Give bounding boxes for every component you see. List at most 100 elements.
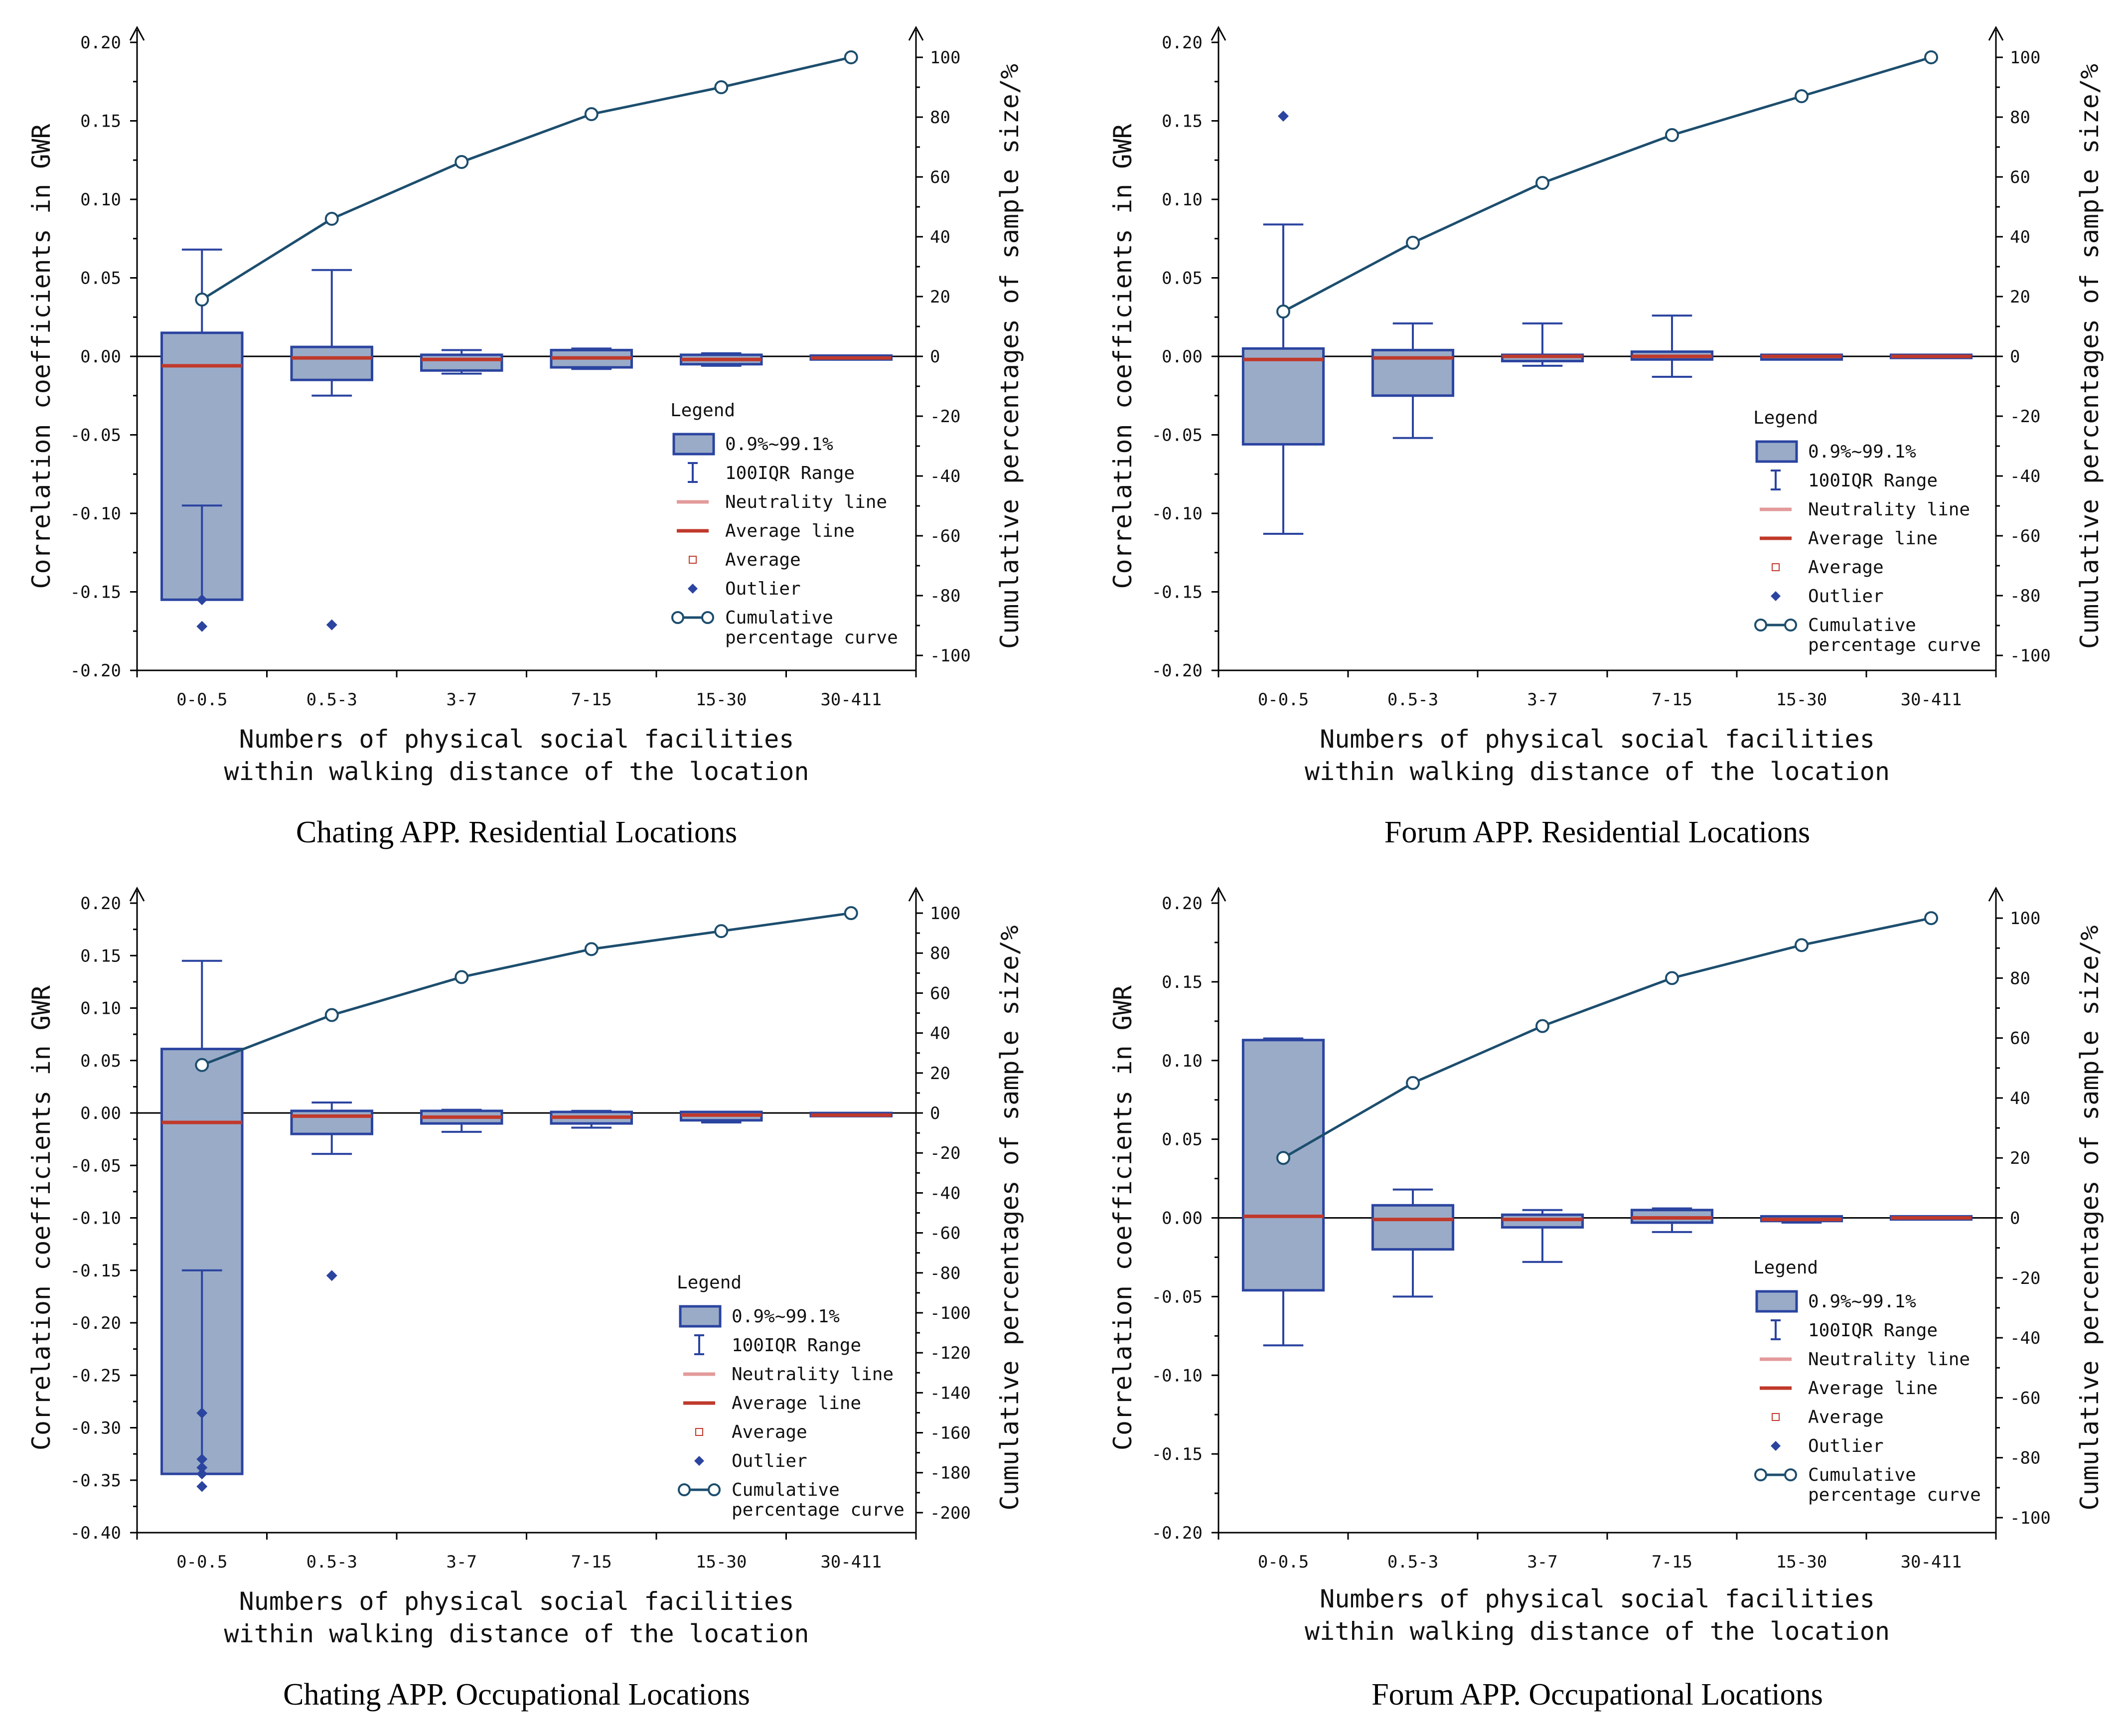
legend-outlier-swatch xyxy=(1771,591,1781,601)
y-tick-label: -0.35 xyxy=(70,1471,121,1491)
box xyxy=(420,353,503,372)
y-axis-arrow xyxy=(1211,25,1226,41)
box-group xyxy=(1501,1209,1584,1263)
x-axis-title-line2: within walking distance of the location xyxy=(1305,1617,1890,1646)
y-tick-label: -0.20 xyxy=(70,1313,121,1333)
legend-outlier-swatch xyxy=(1771,1441,1781,1451)
outlier-point xyxy=(196,1408,208,1419)
x-tick-label: 30-411 xyxy=(1901,1552,1962,1572)
panel-title: Chating APP. Residential Locations xyxy=(296,815,737,849)
y2-tick-label: 100 xyxy=(2010,909,2040,929)
y2-tick-label: 80 xyxy=(930,944,950,963)
legend-label: percentage curve xyxy=(1808,1485,1981,1505)
panel-1: -0.20 -0.15 -0.10 -0.05 0.00 0.05 0.10 0.15 0.20… xyxy=(27,25,1024,849)
cumulative-curve xyxy=(1282,56,1932,313)
box-group xyxy=(160,959,244,1492)
y-tick-label: 0.00 xyxy=(1162,347,1203,367)
y-tick-label: -0.15 xyxy=(70,1261,121,1281)
legend-label: 100IQR Range xyxy=(1808,1320,1938,1341)
y-tick-label: 0.00 xyxy=(1162,1209,1203,1229)
y2-axis-arrow xyxy=(1988,25,2004,41)
y-tick-label: -0.10 xyxy=(70,1209,121,1229)
y2-tick-label: 80 xyxy=(2010,108,2030,128)
x-tick-label: 0-0.5 xyxy=(1258,690,1309,710)
y2-tick-label: 60 xyxy=(930,983,950,1003)
y-tick-label: -0.20 xyxy=(1152,1523,1203,1543)
y2-tick-label: -40 xyxy=(2010,467,2040,486)
y-tick-label: 0.00 xyxy=(80,1104,121,1123)
legend-label: 100IQR Range xyxy=(732,1335,861,1356)
x-tick-label: 0-0.5 xyxy=(1258,1552,1309,1572)
x-tick-label: 7-15 xyxy=(571,690,612,710)
y-axis-arrow xyxy=(129,886,145,902)
y-tick-label: 0.15 xyxy=(1162,112,1203,132)
y2-tick-label: 40 xyxy=(2010,1089,2030,1108)
y-tick-label: 0.20 xyxy=(1162,33,1203,53)
x-tick-label: 3-7 xyxy=(447,1552,477,1572)
outlier-point xyxy=(196,1453,208,1465)
legend-curve-marker xyxy=(701,611,714,624)
cumulative-point xyxy=(195,1058,209,1072)
x-tick-label: 0.5-3 xyxy=(1387,690,1438,710)
y2-tick-label: -40 xyxy=(930,1183,960,1203)
y-tick-label: -0.15 xyxy=(70,583,121,603)
y-tick-label: 0.00 xyxy=(80,347,121,367)
y2-tick-label: -80 xyxy=(2010,586,2040,606)
box xyxy=(1241,1039,1325,1292)
x-axis-title-line2: within walking distance of the location xyxy=(1305,757,1890,786)
y-tick-label: 0.20 xyxy=(1162,894,1203,914)
cumulative-point xyxy=(714,80,729,94)
y2-tick-label: -60 xyxy=(2010,526,2040,546)
legend-box-swatch xyxy=(1755,1290,1798,1313)
cumulative-curve xyxy=(1282,917,1932,1159)
y-tick-label: -0.10 xyxy=(70,504,121,524)
y-tick-label: -0.05 xyxy=(1152,426,1203,446)
y-axis-title: Correlation coefficients in GWR xyxy=(27,124,56,589)
legend-label: Cumulative xyxy=(1808,615,1916,635)
y2-tick-label: 20 xyxy=(930,287,950,307)
box-group xyxy=(809,1111,893,1117)
y2-tick-label: 0 xyxy=(930,1104,940,1123)
box xyxy=(1241,347,1325,446)
cumulative-point xyxy=(714,924,729,939)
panel-title: Forum APP. Residential Locations xyxy=(1384,815,1810,849)
y2-tick-label: -160 xyxy=(930,1423,971,1443)
y2-tick-label: 60 xyxy=(930,167,950,187)
y-tick-label: 0.05 xyxy=(80,269,121,289)
y-tick-label: -0.05 xyxy=(1152,1287,1203,1307)
y2-axis-title: Cumulative percentages of sample size/% xyxy=(995,926,1024,1511)
box-group xyxy=(550,1109,633,1129)
legend-average-marker-swatch xyxy=(689,556,697,564)
x-tick-label: 30-411 xyxy=(820,690,882,710)
y-tick-label: -0.40 xyxy=(70,1523,121,1543)
y2-tick-label: -100 xyxy=(2010,1508,2051,1528)
y-axis-title: Correlation coefficients in GWR xyxy=(1108,985,1137,1450)
box-group xyxy=(679,352,763,367)
legend: Legend 0.9%~99.1% 100IQR Range Neutrality l… xyxy=(670,400,898,648)
cumulative-curve xyxy=(201,56,852,301)
box-group xyxy=(290,1101,374,1281)
y-tick-label: -0.20 xyxy=(1152,661,1203,681)
y2-tick-label: -180 xyxy=(930,1463,971,1483)
x-tick-label: 0.5-3 xyxy=(1387,1552,1438,1572)
legend-outlier-swatch xyxy=(694,1456,704,1466)
cumulative-point xyxy=(1276,1151,1290,1165)
x-tick-label: 0-0.5 xyxy=(176,690,227,710)
outlier-point xyxy=(196,594,208,606)
x-tick-label: 3-7 xyxy=(1527,1552,1557,1572)
legend-label: Average line xyxy=(1808,528,1938,549)
y-tick-label: 0.15 xyxy=(80,112,121,132)
y2-tick-label: -60 xyxy=(2010,1388,2040,1408)
cumulative-point xyxy=(455,970,469,984)
x-tick-label: 3-7 xyxy=(447,690,477,710)
x-tick-label: 7-15 xyxy=(1652,1552,1692,1572)
y-tick-label: -0.15 xyxy=(1152,1444,1203,1464)
y-tick-label: -0.10 xyxy=(1152,1366,1203,1386)
y2-tick-label: 100 xyxy=(930,48,960,68)
cumulative-point xyxy=(324,212,339,226)
panel-4: -0.20 -0.15 -0.10 -0.05 0.00 0.05 0.10 0.15 0.20… xyxy=(1108,886,2104,1712)
panel-2: -0.20 -0.15 -0.10 -0.05 0.00 0.05 0.10 0.15 0.20… xyxy=(1108,25,2104,849)
y2-tick-label: 100 xyxy=(2010,48,2040,68)
cumulative-point xyxy=(1535,176,1549,190)
legend-label: Neutrality line xyxy=(1808,499,1970,520)
